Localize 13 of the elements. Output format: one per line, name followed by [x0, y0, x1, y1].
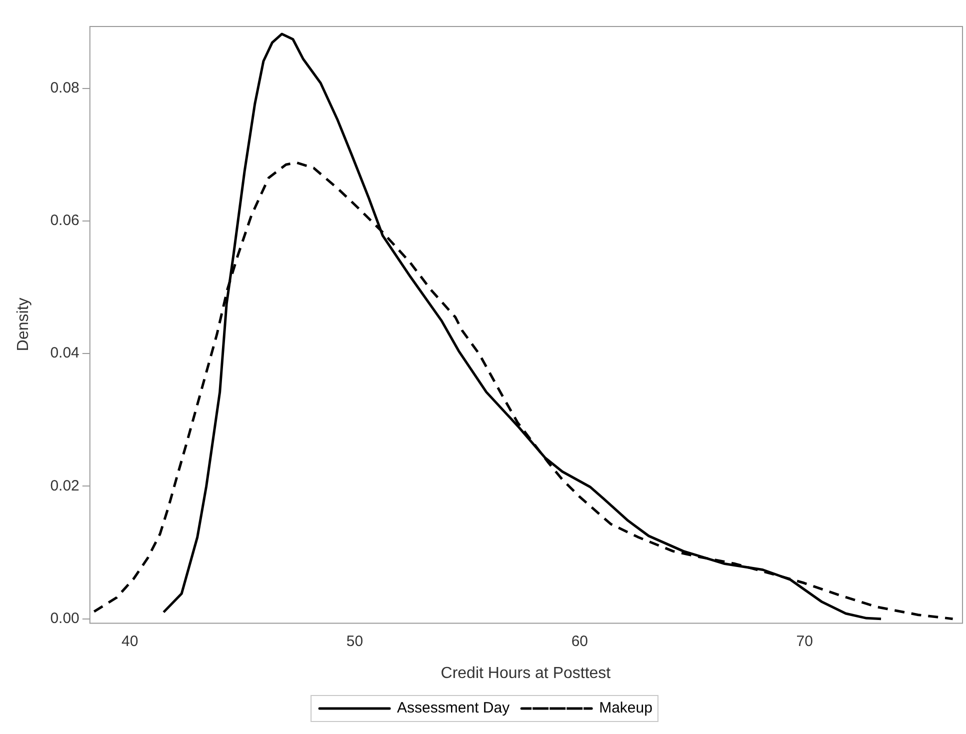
y-tick-label: 0.02 [50, 477, 80, 494]
y-axis-title: Density [15, 298, 32, 352]
x-tick-label: 60 [571, 632, 588, 650]
y-tick-label: 0.00 [50, 610, 80, 627]
x-tick-label: 50 [346, 632, 364, 650]
x-tick-label: 70 [796, 632, 813, 650]
legend-label: Assessment Day [397, 700, 510, 717]
x-axis-title: Credit Hours at Posttest [440, 664, 612, 682]
y-tick-label: 0.04 [50, 344, 80, 362]
legend-label: Makeup [599, 700, 652, 717]
x-tick-label: 40 [122, 632, 138, 650]
y-tick-label: 0.06 [50, 212, 80, 230]
y-tick-label: 0.08 [50, 79, 80, 96]
